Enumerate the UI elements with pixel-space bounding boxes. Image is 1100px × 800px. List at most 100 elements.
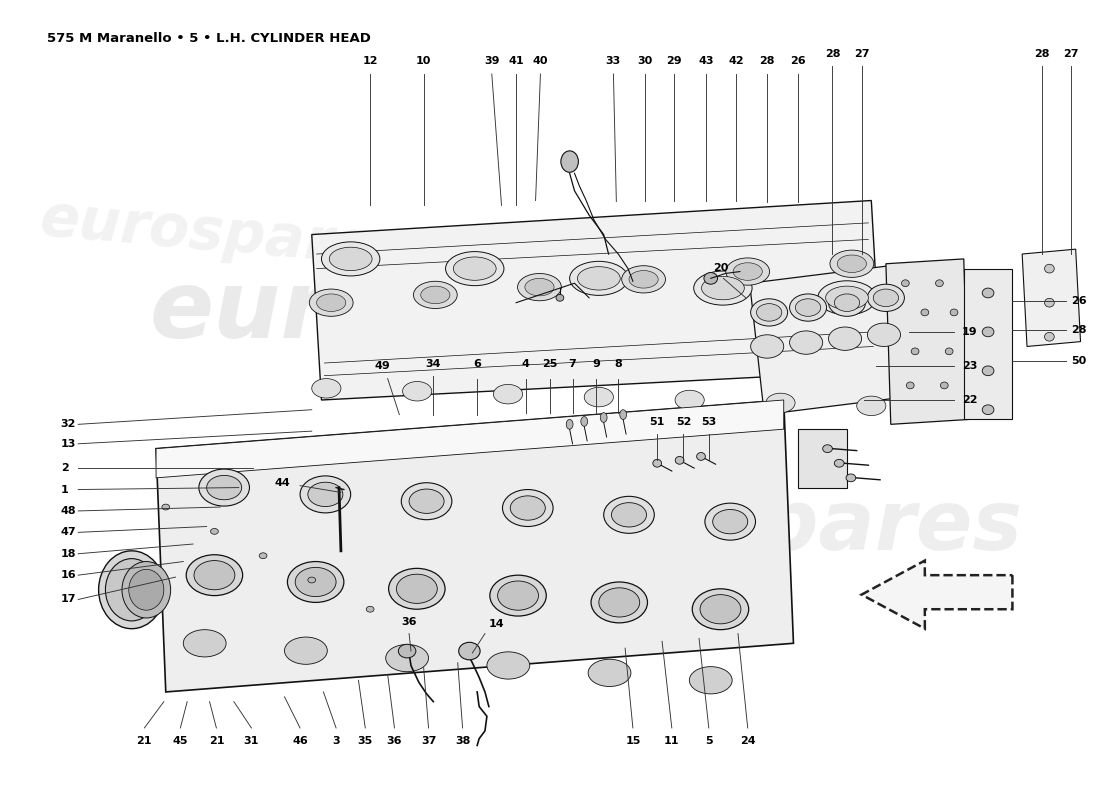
Text: 5: 5 <box>705 736 713 746</box>
Text: 14: 14 <box>488 618 505 629</box>
Ellipse shape <box>790 294 826 321</box>
Text: 48: 48 <box>60 506 76 516</box>
Ellipse shape <box>675 390 704 410</box>
Text: 27: 27 <box>854 50 869 59</box>
Text: 52: 52 <box>675 418 691 427</box>
Ellipse shape <box>696 453 705 460</box>
Ellipse shape <box>750 334 783 358</box>
Text: eurospares: eurospares <box>37 190 410 279</box>
Ellipse shape <box>612 502 647 527</box>
Text: 13: 13 <box>60 438 76 449</box>
Polygon shape <box>156 400 783 478</box>
Ellipse shape <box>652 459 661 467</box>
Text: 24: 24 <box>740 736 756 746</box>
Ellipse shape <box>311 378 341 398</box>
Text: 33: 33 <box>606 56 621 66</box>
Ellipse shape <box>566 419 573 429</box>
Text: 28: 28 <box>825 50 840 59</box>
Ellipse shape <box>453 257 496 280</box>
Text: 31: 31 <box>244 736 260 746</box>
Polygon shape <box>750 264 920 414</box>
Text: 26: 26 <box>1070 296 1087 306</box>
Text: 3: 3 <box>332 736 340 746</box>
Ellipse shape <box>106 558 158 621</box>
Text: 32: 32 <box>60 419 76 430</box>
Text: 27: 27 <box>1063 50 1079 59</box>
Ellipse shape <box>388 568 446 610</box>
Ellipse shape <box>581 417 587 426</box>
Ellipse shape <box>99 551 165 629</box>
Ellipse shape <box>834 459 844 467</box>
Text: 21: 21 <box>209 736 224 746</box>
Text: 18: 18 <box>60 549 76 558</box>
Ellipse shape <box>692 589 749 630</box>
Ellipse shape <box>503 490 553 526</box>
Ellipse shape <box>490 575 547 616</box>
Text: 37: 37 <box>421 736 437 746</box>
Polygon shape <box>1022 249 1080 346</box>
Text: 28: 28 <box>1034 50 1049 59</box>
Ellipse shape <box>386 645 429 672</box>
Ellipse shape <box>619 410 627 419</box>
Text: 51: 51 <box>649 418 664 427</box>
Ellipse shape <box>828 289 866 316</box>
Ellipse shape <box>285 637 328 664</box>
Ellipse shape <box>287 562 344 602</box>
Text: 1: 1 <box>60 485 68 494</box>
Text: 2: 2 <box>60 463 68 473</box>
Text: 43: 43 <box>698 56 714 66</box>
Ellipse shape <box>757 304 782 321</box>
Text: 9: 9 <box>592 359 600 369</box>
Ellipse shape <box>906 382 914 389</box>
Text: 53: 53 <box>701 418 716 427</box>
Ellipse shape <box>830 250 873 278</box>
Text: 25: 25 <box>542 359 558 369</box>
Ellipse shape <box>940 382 948 389</box>
Ellipse shape <box>556 294 564 302</box>
Text: 23: 23 <box>961 361 977 371</box>
Ellipse shape <box>733 262 762 280</box>
Ellipse shape <box>129 570 164 610</box>
Text: 40: 40 <box>532 56 548 66</box>
Ellipse shape <box>459 642 480 660</box>
Polygon shape <box>886 259 969 424</box>
Ellipse shape <box>584 387 614 407</box>
Ellipse shape <box>446 251 504 286</box>
Ellipse shape <box>260 553 267 558</box>
Ellipse shape <box>790 331 823 354</box>
Text: 15: 15 <box>625 736 640 746</box>
Ellipse shape <box>396 574 438 603</box>
Ellipse shape <box>795 298 821 316</box>
Ellipse shape <box>420 286 450 304</box>
Ellipse shape <box>726 258 770 285</box>
Ellipse shape <box>982 366 994 376</box>
Ellipse shape <box>588 659 631 686</box>
Ellipse shape <box>982 405 994 414</box>
Ellipse shape <box>409 489 444 514</box>
Ellipse shape <box>690 666 733 694</box>
Ellipse shape <box>591 582 648 623</box>
Text: 39: 39 <box>484 56 499 66</box>
Ellipse shape <box>817 281 877 315</box>
Text: 575 M Maranello • 5 • L.H. CYLINDER HEAD: 575 M Maranello • 5 • L.H. CYLINDER HEAD <box>47 32 371 45</box>
Text: 28: 28 <box>1070 325 1087 335</box>
Text: 45: 45 <box>173 736 188 746</box>
Ellipse shape <box>921 309 928 316</box>
Ellipse shape <box>837 255 867 273</box>
Ellipse shape <box>705 503 756 540</box>
Polygon shape <box>964 269 1012 419</box>
Ellipse shape <box>329 247 372 270</box>
Ellipse shape <box>578 266 620 290</box>
Ellipse shape <box>1045 298 1054 307</box>
Text: 35: 35 <box>358 736 373 746</box>
Text: 34: 34 <box>426 359 441 369</box>
Ellipse shape <box>826 286 868 310</box>
Ellipse shape <box>321 242 380 276</box>
Ellipse shape <box>694 271 752 305</box>
Text: 36: 36 <box>402 617 417 626</box>
Ellipse shape <box>982 327 994 337</box>
Ellipse shape <box>510 496 546 520</box>
Ellipse shape <box>750 298 788 326</box>
Ellipse shape <box>834 294 859 311</box>
Ellipse shape <box>823 445 833 453</box>
